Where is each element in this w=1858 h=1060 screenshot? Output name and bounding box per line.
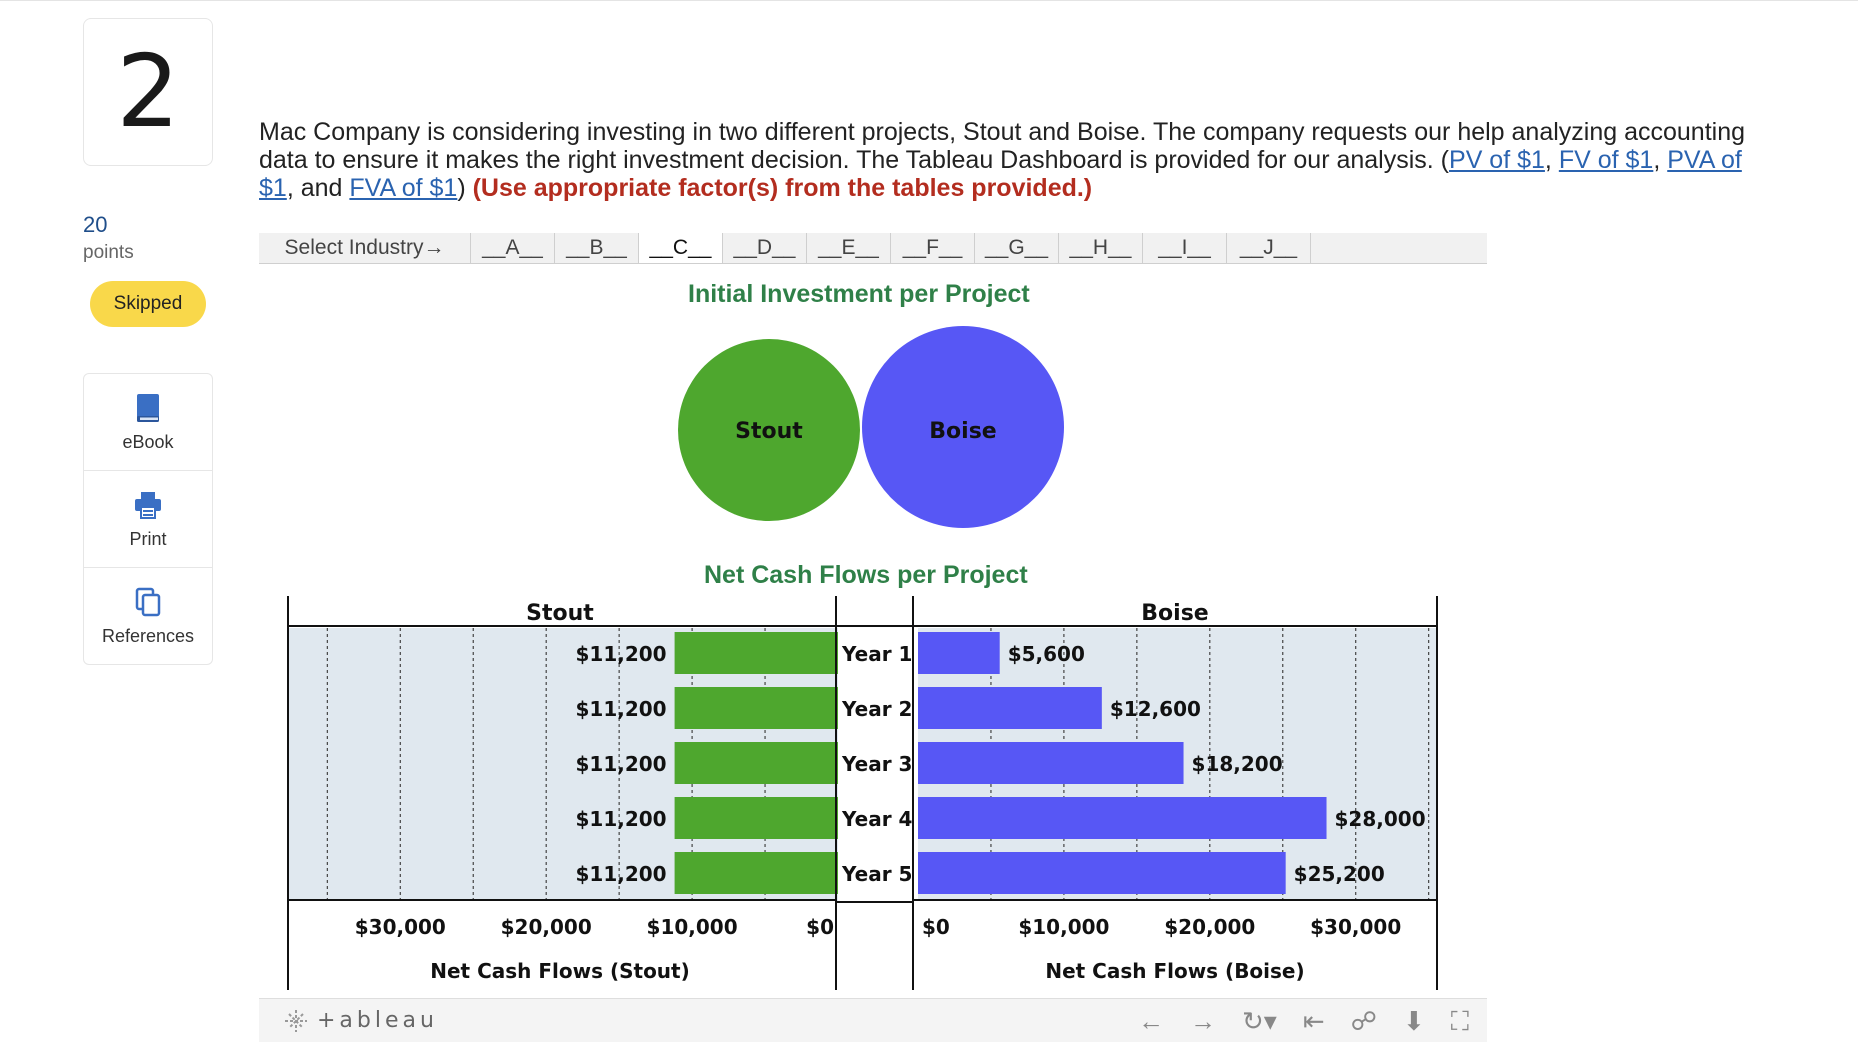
stout-bar xyxy=(674,742,838,784)
ebook-label: eBook xyxy=(122,431,174,452)
book-icon xyxy=(137,393,159,422)
boise-bar xyxy=(918,852,1286,894)
pva-link[interactable]: PVA of $1 xyxy=(259,146,1742,202)
industry-c-button[interactable]: __C__ xyxy=(639,233,723,263)
tableau-toolbar: +ableau ← → ↻▾ ⇤ ☍ ⬇ ⛶ xyxy=(259,998,1487,1042)
stout-bar xyxy=(674,687,838,729)
boise-tick-label: $30,000 xyxy=(1310,915,1401,939)
documents-icon xyxy=(135,587,161,617)
question-number-card: 2 xyxy=(83,18,213,166)
reset-icon[interactable]: ⇤ xyxy=(1302,1005,1325,1036)
status-badge: Skipped xyxy=(90,281,206,327)
fullscreen-icon[interactable]: ⛶ xyxy=(1450,1005,1469,1036)
undo-icon[interactable]: ← xyxy=(1138,1005,1165,1036)
initial-investment-title: Initial Investment per Project xyxy=(688,280,1030,308)
stout-tick-label: $0 xyxy=(806,915,834,939)
separator: , and xyxy=(286,174,350,202)
separator: , xyxy=(1544,146,1559,174)
stout-tick-label: $10,000 xyxy=(647,915,738,939)
boise-bar xyxy=(918,632,1000,674)
revert-icon[interactable]: ↻▾ xyxy=(1242,1005,1277,1036)
points-label: points xyxy=(83,242,134,263)
stout-bar-label: $11,200 xyxy=(575,642,666,666)
stout-tick-label: $30,000 xyxy=(355,915,446,939)
industry-g-button[interactable]: __G__ xyxy=(975,233,1059,263)
year-label: Year 5 xyxy=(841,862,912,886)
industry-f-button[interactable]: __F__ xyxy=(891,233,975,263)
download-icon[interactable]: ⬇ xyxy=(1403,1005,1425,1036)
print-label: Print xyxy=(129,528,167,549)
boise-bar-label: $18,200 xyxy=(1192,752,1283,776)
stout-bar-label: $11,200 xyxy=(575,697,666,721)
stout-bar-label: $11,200 xyxy=(575,807,666,831)
year-label: Year 3 xyxy=(841,752,912,776)
boise-axis-label: Net Cash Flows (Boise) xyxy=(1045,959,1304,983)
year-label: Year 4 xyxy=(841,807,912,831)
toolbar-icons: ← → ↻▾ ⇤ ☍ ⬇ ⛶ xyxy=(1138,1008,1469,1034)
stout-bar-label: $11,200 xyxy=(575,862,666,886)
factor-hint: (Use appropriate factor(s) from the tabl… xyxy=(472,174,1093,202)
question-number: 2 xyxy=(116,33,180,150)
top-border xyxy=(0,0,1858,1)
stout-axis-label: Net Cash Flows (Stout) xyxy=(430,959,690,983)
boise-bar-label: $5,600 xyxy=(1008,642,1085,666)
question-text: Mac Company is considering investing in … xyxy=(259,118,1779,202)
industry-d-button[interactable]: __D__ xyxy=(723,233,807,263)
references-label: References xyxy=(101,626,195,646)
pv-link[interactable]: PV of $1 xyxy=(1449,146,1545,174)
industry-selector: Select Industry→ __A__ __B__ __C__ __D__… xyxy=(259,233,1487,264)
industry-e-button[interactable]: __E__ xyxy=(807,233,891,263)
tableau-wordmark: +ableau xyxy=(317,1008,438,1033)
separator: , xyxy=(1653,146,1668,174)
references-button[interactable]: References xyxy=(84,568,212,665)
boise-tick-label: $10,000 xyxy=(1018,915,1109,939)
fva-link[interactable]: FVA of $1 xyxy=(349,174,458,202)
redo-icon[interactable]: → xyxy=(1190,1005,1217,1036)
close-paren: ) xyxy=(457,174,466,202)
boise-bubble-label: Boise xyxy=(929,419,996,444)
question-intro: Mac Company is considering investing in … xyxy=(259,118,1746,174)
net-cash-flows-title: Net Cash Flows per Project xyxy=(704,561,1028,589)
boise-bar-label: $25,200 xyxy=(1294,862,1385,886)
stout-bar xyxy=(674,852,838,894)
stout-bar xyxy=(674,797,838,839)
print-button[interactable]: Print xyxy=(84,471,212,568)
tableau-logo: +ableau xyxy=(283,1008,438,1034)
stout-column-header: Stout xyxy=(526,601,594,626)
boise-tick-label: $20,000 xyxy=(1164,915,1255,939)
industry-j-button[interactable]: __J__ xyxy=(1227,233,1311,263)
stout-bar-label: $11,200 xyxy=(575,752,666,776)
tableau-plus-icon xyxy=(285,1009,307,1032)
boise-bar-label: $28,000 xyxy=(1335,807,1426,831)
boise-bar xyxy=(918,742,1184,784)
boise-tick-label: $0 xyxy=(922,915,950,939)
share-icon[interactable]: ☍ xyxy=(1350,1005,1377,1036)
boise-bar xyxy=(918,687,1102,729)
printer-icon xyxy=(135,491,161,519)
industry-i-button[interactable]: __I__ xyxy=(1143,233,1227,263)
industry-b-button[interactable]: __B__ xyxy=(555,233,639,263)
select-industry-label: Select Industry→ xyxy=(259,233,471,263)
points-value: 20 xyxy=(83,212,108,237)
boise-bar xyxy=(918,797,1327,839)
stout-tick-label: $20,000 xyxy=(501,915,592,939)
boise-bubble xyxy=(862,326,1064,528)
industry-h-button[interactable]: __H__ xyxy=(1059,233,1143,263)
stout-bubble-label: Stout xyxy=(735,419,803,444)
ebook-button[interactable]: eBook xyxy=(84,374,212,471)
year-label: Year 1 xyxy=(841,642,912,666)
tools-panel: eBook Print References xyxy=(83,373,213,665)
fv-link[interactable]: FV of $1 xyxy=(1558,146,1654,174)
year-label: Year 2 xyxy=(841,697,912,721)
boise-bar-label: $12,600 xyxy=(1110,697,1201,721)
industry-a-button[interactable]: __A__ xyxy=(471,233,555,263)
boise-column-header: Boise xyxy=(1141,601,1208,626)
dashboard-charts: Stout Boise $11,200 $5,600 Year 1 $11,200 $12,… xyxy=(287,326,1438,990)
stout-bar xyxy=(674,632,838,674)
stout-bubble xyxy=(678,339,860,521)
